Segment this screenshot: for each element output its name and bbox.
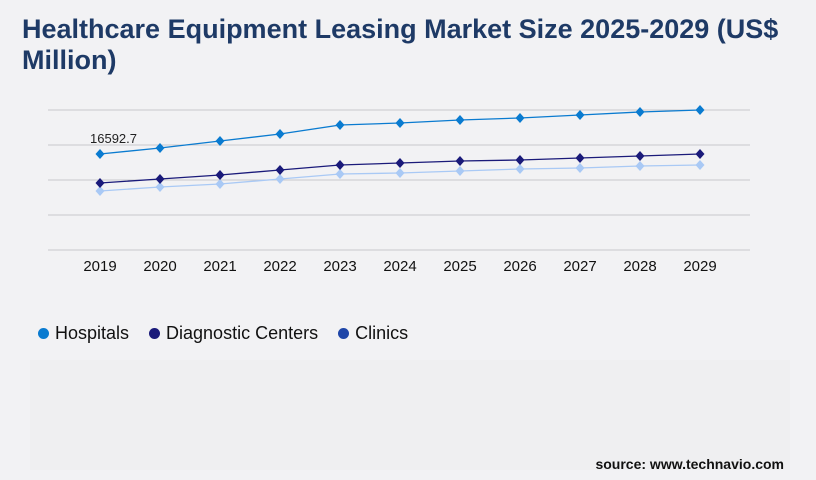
data-point (395, 117, 405, 128)
data-point (155, 182, 165, 192)
data-point (515, 164, 525, 175)
data-point (215, 178, 225, 189)
legend-label: Diagnostic Centers (166, 323, 319, 343)
data-point (335, 159, 345, 170)
data-point (155, 143, 165, 154)
data-point (95, 178, 105, 189)
data-point (215, 136, 225, 147)
x-tick-label: 2024 (383, 258, 416, 275)
series-line (99, 109, 701, 155)
data-point (335, 169, 345, 180)
data-point (275, 164, 285, 175)
x-tick-label: 2019 (83, 258, 116, 275)
x-tick-label: 2029 (683, 258, 716, 275)
x-tick-label: 2028 (623, 258, 656, 275)
line-chart: 2019 2020 2021 2022 2023 2024 2025 2026 2027 2028… (48, 105, 750, 275)
data-point (575, 152, 585, 163)
legend-item: Clinics (338, 323, 408, 344)
legend-marker-icon (338, 328, 350, 339)
x-tick-label: 2027 (563, 258, 596, 275)
x-tick-label: 2020 (143, 258, 176, 275)
data-point (395, 168, 405, 178)
legend-marker-icon (38, 328, 49, 339)
data-point (275, 129, 285, 140)
legend-marker-icon (149, 328, 161, 339)
data-point (275, 173, 285, 184)
data-point (215, 170, 225, 181)
data-point (695, 149, 705, 160)
legend-label: Clinics (355, 323, 409, 343)
data-point (455, 115, 465, 126)
x-tick-label: 2021 (203, 258, 236, 275)
data-point (95, 149, 105, 160)
background-panel (30, 360, 790, 470)
data-point (95, 185, 105, 196)
legend-item: Hospitals (38, 323, 129, 344)
legend: Hospitals Diagnostic Centers Clinics (38, 323, 408, 344)
data-point (635, 150, 645, 161)
data-point (695, 159, 705, 170)
data-point (335, 120, 345, 131)
data-label: 16592.7 (90, 131, 137, 146)
x-tick-label: 2026 (503, 258, 536, 275)
x-tick-label: 2022 (263, 258, 296, 275)
data-point (575, 163, 585, 174)
data-point (695, 105, 705, 115)
x-tick-label: 2023 (323, 258, 356, 275)
data-point (455, 156, 465, 167)
data-point (395, 157, 405, 168)
legend-item: Diagnostic Centers (149, 323, 318, 344)
data-point (515, 113, 525, 124)
data-point (635, 107, 645, 118)
data-point (455, 165, 465, 176)
data-point (515, 155, 525, 166)
chart-title: Healthcare Equipment Leasing Market Size… (22, 14, 779, 75)
legend-label: Hospitals (55, 323, 130, 343)
data-point (155, 173, 165, 184)
x-tick-label: 2025 (443, 258, 476, 275)
data-point (575, 109, 585, 120)
source-text: source: www.technavio.com (595, 456, 784, 472)
data-point (635, 161, 645, 171)
